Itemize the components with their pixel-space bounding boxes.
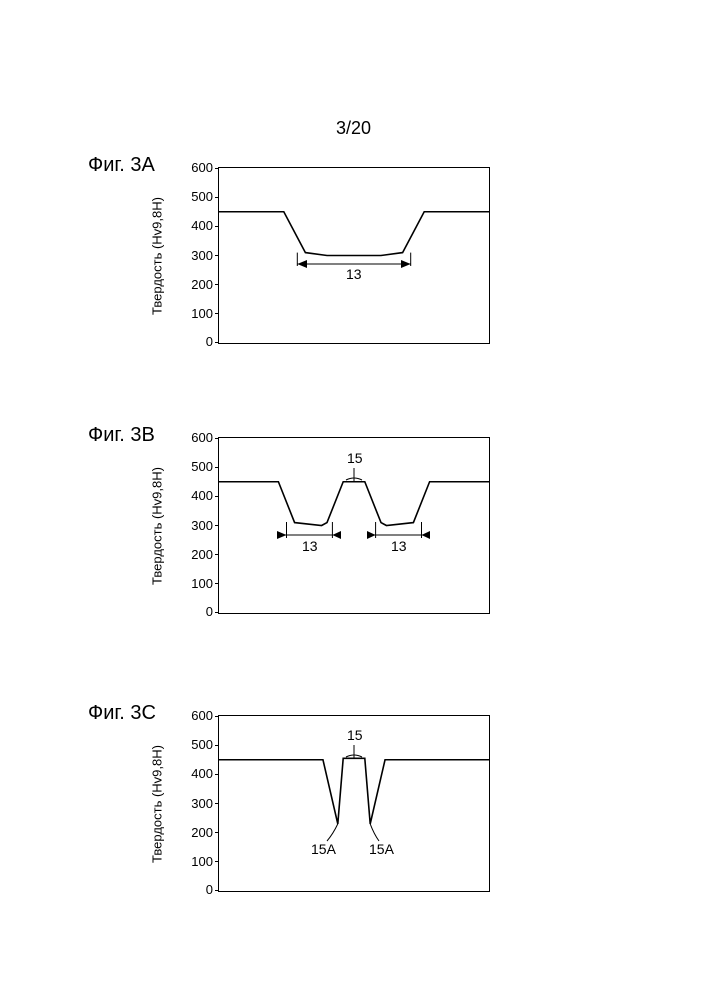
y-tick: 300: [179, 518, 213, 533]
page-number: 3/20: [336, 118, 371, 139]
y-tick: 400: [179, 766, 213, 781]
y-ticks-3a: 0 100 200 300 400 500 600: [179, 168, 219, 343]
y-tick: 0: [179, 882, 213, 897]
y-tick: 200: [179, 547, 213, 562]
chart-3b: Твердость (Hv9,8H) 0 100 200 300 400 500…: [218, 437, 490, 614]
profile-line-3b: [219, 482, 489, 526]
y-tick: 0: [179, 334, 213, 349]
lead-15a-right-3c: [370, 824, 379, 841]
page: 3/20 Фиг. 3A Твердость (Hv9,8H) 0 100 20…: [0, 0, 707, 1000]
callout-15a-left-3c: 15A: [311, 841, 336, 857]
y-tick: 200: [179, 277, 213, 292]
callout-15-3c: 15: [347, 727, 363, 743]
y-axis-label-3b: Твердость (Hv9,8H): [150, 467, 165, 585]
y-tick: 500: [179, 189, 213, 204]
profile-line-3c: [219, 758, 489, 824]
y-tick: 500: [179, 459, 213, 474]
chart-3c: Твердость (Hv9,8H) 0 100 200 300 400 500…: [218, 715, 490, 892]
callout-15-3b: 15: [347, 450, 363, 466]
y-tick: 0: [179, 604, 213, 619]
peak-brace-3c: [346, 745, 362, 758]
y-tick: 600: [179, 708, 213, 723]
y-tick: 500: [179, 737, 213, 752]
y-axis-label-3a: Твердость (Hv9,8H): [150, 197, 165, 315]
y-tick: 400: [179, 488, 213, 503]
callout-13-left-3b: 13: [302, 538, 318, 554]
figure-label-3b: Фиг. 3B: [88, 424, 155, 447]
callout-15a-right-3c: 15A: [369, 841, 394, 857]
figure-label-3a: Фиг. 3A: [88, 154, 155, 177]
y-tick: 100: [179, 576, 213, 591]
peak-brace-3b: [346, 468, 362, 481]
y-ticks-3b: 0 100 200 300 400 500 600: [179, 438, 219, 613]
callout-13-right-3b: 13: [391, 538, 407, 554]
figure-label-3c: Фиг. 3C: [88, 702, 156, 725]
chart-3a: Твердость (Hv9,8H) 0 100 200 300 400 500…: [218, 167, 490, 344]
profile-line-3a: [219, 212, 489, 256]
y-tick: 200: [179, 825, 213, 840]
y-tick: 600: [179, 160, 213, 175]
y-ticks-3c: 0 100 200 300 400 500 600: [179, 716, 219, 891]
y-axis-label-3c: Твердость (Hv9,8H): [150, 745, 165, 863]
y-tick: 600: [179, 430, 213, 445]
callout-13-3a: 13: [346, 266, 362, 282]
plot-3a: [219, 168, 489, 343]
y-tick: 100: [179, 854, 213, 869]
y-tick: 100: [179, 306, 213, 321]
lead-15a-left-3c: [327, 824, 338, 841]
y-tick: 300: [179, 796, 213, 811]
y-tick: 300: [179, 248, 213, 263]
y-tick: 400: [179, 218, 213, 233]
